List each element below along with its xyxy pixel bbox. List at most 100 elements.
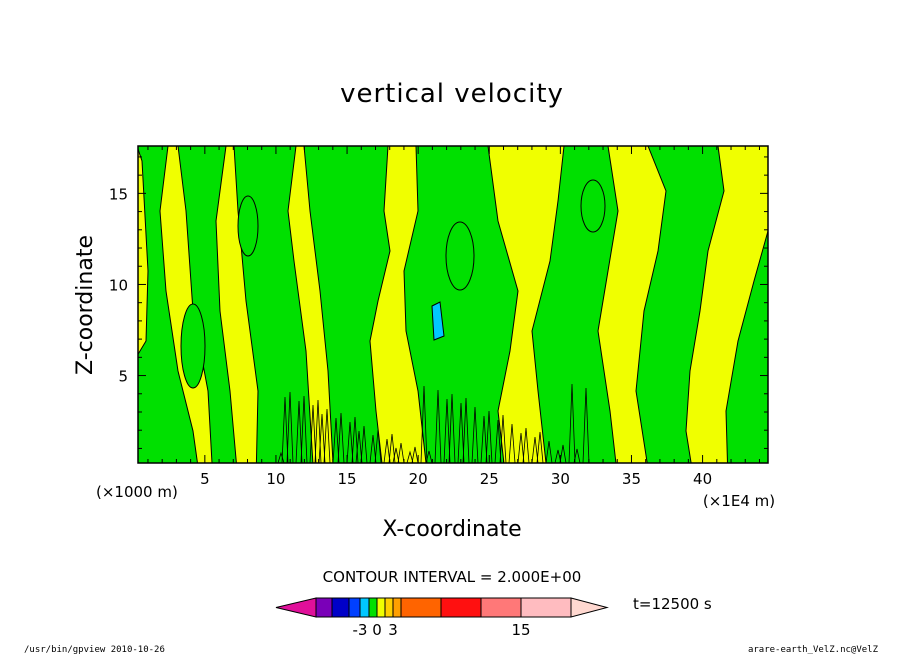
axis-ticks	[138, 146, 768, 463]
contour-line	[388, 433, 396, 463]
contour-line	[351, 416, 359, 463]
contour-line	[411, 446, 419, 463]
contour-line	[286, 391, 294, 463]
contour-line	[355, 430, 363, 463]
contour-line	[568, 383, 576, 463]
y-unit-label: (×1000 m)	[96, 483, 178, 501]
contour-line	[420, 385, 428, 463]
contour-line	[531, 436, 539, 463]
colorbar-tick-label: -3	[353, 621, 368, 639]
contour-line	[522, 427, 530, 463]
x-tick-labels: 5 10 15 20 25 30 35 40	[200, 470, 712, 488]
colorbar-segment	[392, 597, 402, 618]
contour-region-positive	[287, 146, 334, 463]
y-tick-labels: 5 10 15	[109, 185, 128, 385]
y-tick-label: 5	[118, 368, 128, 386]
colorbar-segment	[315, 597, 333, 618]
contour-line	[323, 408, 331, 463]
colorbar-segment	[480, 597, 522, 618]
y-tick-label: 10	[109, 276, 128, 294]
time-label: t=12500 s	[633, 595, 712, 613]
contour-line	[309, 404, 317, 463]
colorbar: -3 0 3 15	[275, 597, 609, 639]
x-axis-label: X-coordinate	[382, 517, 521, 542]
y-axis-label: Z-coordinate	[73, 235, 98, 375]
x-tick-label: 25	[480, 470, 499, 488]
plot-area	[137, 145, 769, 464]
contour-line	[300, 395, 308, 463]
contour-line	[471, 406, 479, 463]
contour-region-positive	[215, 146, 259, 463]
contour-region-positive	[597, 146, 667, 463]
contour-line	[480, 415, 488, 463]
colorbar-tick-label: 15	[511, 621, 530, 639]
contour-line	[457, 402, 465, 463]
contour-line	[277, 451, 285, 463]
contour-field	[138, 146, 768, 463]
contour-line	[462, 397, 470, 463]
contour-line	[494, 419, 502, 463]
x-tick-label: 35	[622, 470, 641, 488]
contour-line	[369, 434, 377, 463]
contour-line	[295, 400, 303, 463]
contour-region-negative	[580, 179, 606, 233]
x-tick-label: 15	[338, 470, 357, 488]
contour-line	[406, 450, 414, 463]
contour-region-negative	[445, 221, 475, 291]
x-tick-label: 30	[551, 470, 570, 488]
x-unit-label: (×1E4 m)	[703, 492, 775, 510]
footer-left: /usr/bin/gpview 2010-10-26	[24, 645, 165, 654]
colorbar-segment	[440, 597, 482, 618]
colorbar-segment	[376, 597, 386, 618]
contour-line	[360, 425, 368, 463]
contour-line	[443, 398, 451, 463]
contour-line	[582, 387, 590, 463]
contour-line	[374, 429, 382, 463]
contour-line	[508, 423, 516, 463]
x-tick-label: 20	[409, 470, 428, 488]
colorbar-arrow-low	[275, 597, 317, 618]
contour-region-negative	[180, 303, 206, 389]
contour-line	[383, 438, 391, 463]
contour-line	[392, 447, 400, 463]
colorbar-arrow-high	[570, 597, 609, 618]
x-tick-label: 5	[200, 470, 210, 488]
contour-line	[545, 440, 553, 463]
contour-line	[397, 442, 405, 463]
contour-region-positive	[369, 146, 427, 463]
contour-line	[499, 414, 507, 463]
contour-line	[485, 410, 493, 463]
chart-title: vertical velocity	[340, 79, 564, 109]
contour-line	[346, 421, 354, 463]
colorbar-tick-label: 0	[372, 621, 382, 639]
colorbar-segment	[348, 597, 361, 618]
contour-region-negative	[237, 195, 259, 257]
contour-region-positive	[487, 146, 565, 463]
colorbar-segment	[384, 597, 394, 618]
contour-line	[337, 412, 345, 463]
colorbar-segment	[331, 597, 350, 618]
contour-line	[434, 389, 442, 463]
colorbar-segment	[520, 597, 572, 618]
x-tick-label: 40	[693, 470, 712, 488]
colorbar-segment	[368, 597, 378, 618]
colorbar-segment	[400, 597, 442, 618]
contour-line	[332, 417, 340, 463]
contour-region-positive	[159, 146, 213, 463]
contour-interval-label: CONTOUR INTERVAL = 2.000E+00	[323, 568, 582, 586]
colorbar-tick-label: 3	[388, 621, 398, 639]
contour-line	[517, 432, 525, 463]
contour-line	[559, 444, 567, 463]
footer-right: arare-earth_VelZ.nc@VelZ	[748, 645, 879, 654]
contour-line	[448, 393, 456, 463]
contour-region-positive	[685, 146, 768, 463]
contour-line	[281, 396, 289, 463]
plot-frame	[137, 145, 769, 464]
contour-region-strong-negative	[431, 301, 445, 341]
y-tick-label: 15	[109, 185, 128, 203]
contour-line	[318, 413, 326, 463]
colorbar-segment	[359, 597, 370, 618]
x-tick-label: 10	[266, 470, 285, 488]
contour-line	[536, 431, 544, 463]
